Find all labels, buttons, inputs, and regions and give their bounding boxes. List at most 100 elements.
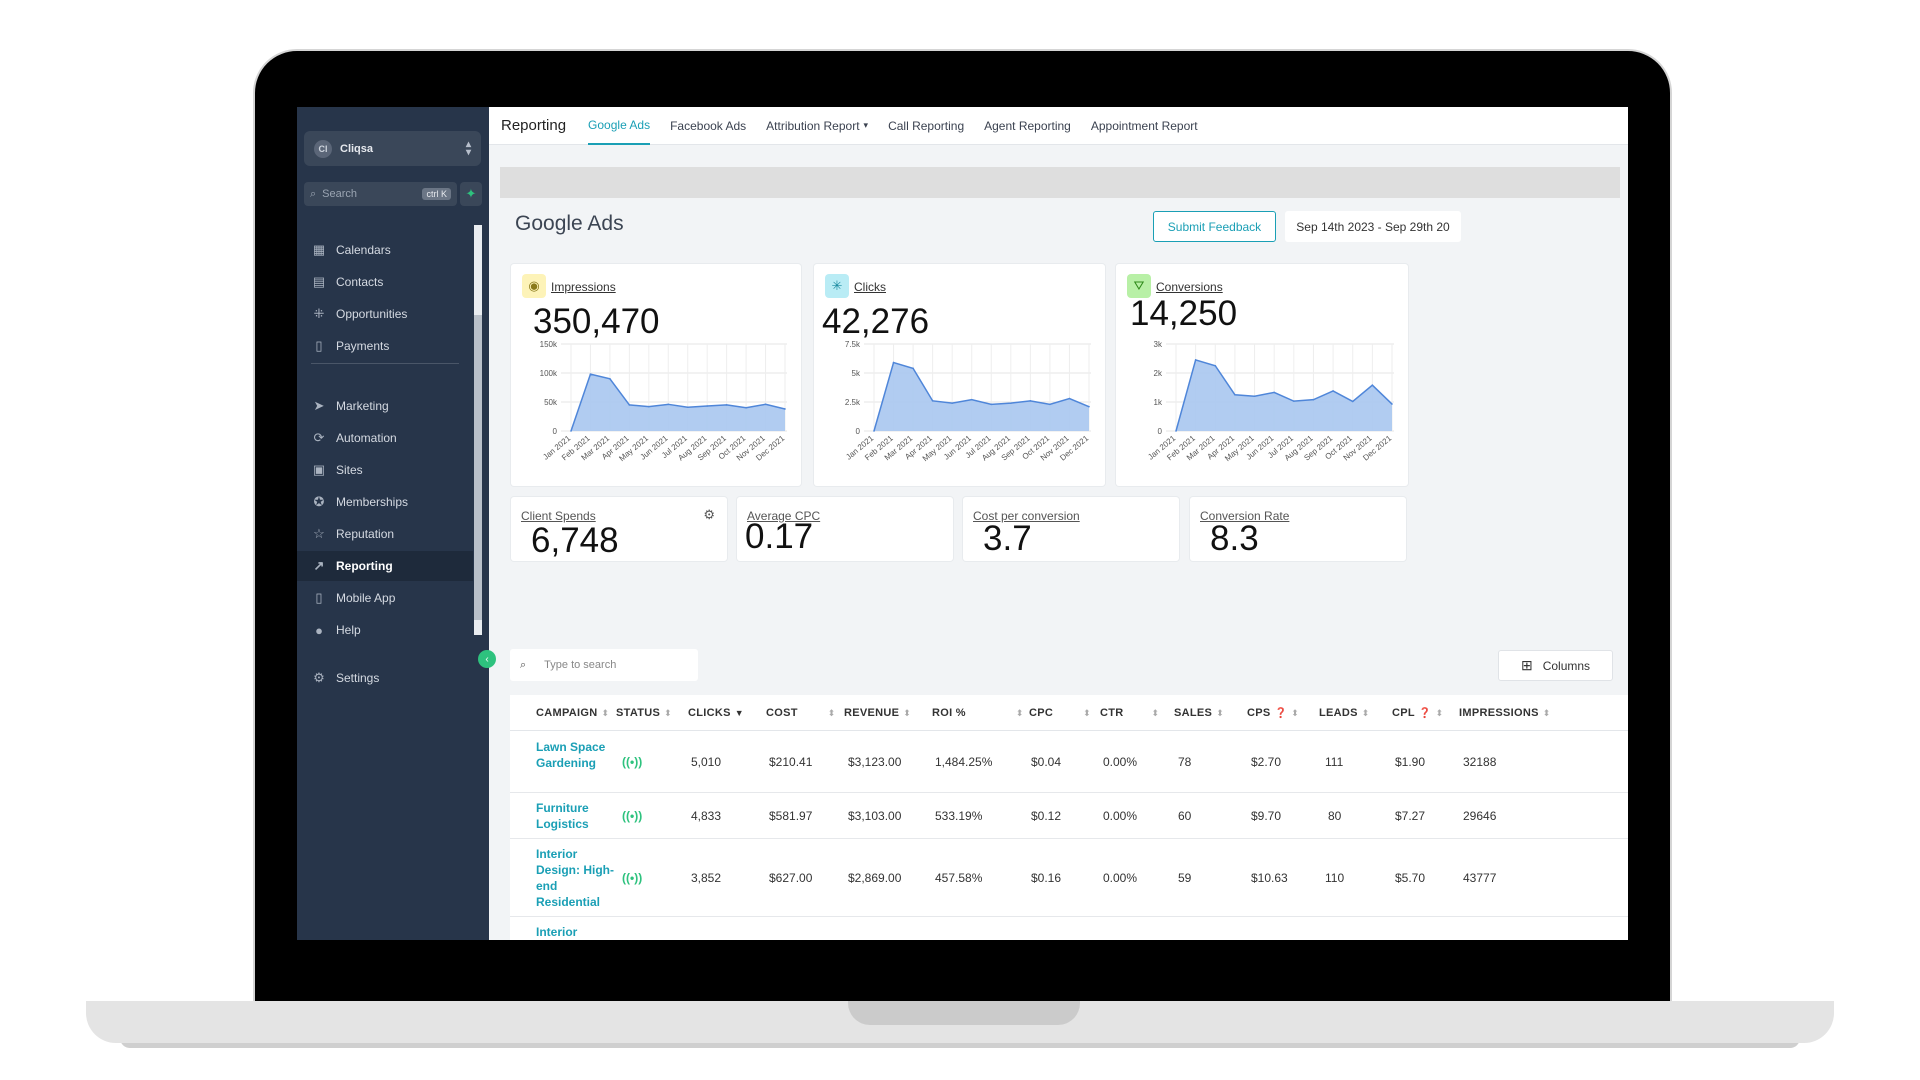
sidebar-item-opportunities[interactable]: ⁜ Opportunities [297, 299, 473, 329]
scrollbar-thumb[interactable] [474, 315, 482, 620]
header-cost[interactable]: COST ⬍ [766, 707, 836, 719]
sort-icon: ⬍ [1291, 708, 1300, 718]
tab-attribution-report[interactable]: Attribution Report ▾ [766, 107, 868, 145]
header-sales[interactable]: SALES ⬍ [1174, 707, 1224, 719]
header-revenue[interactable]: REVENUE ⬍ [844, 707, 911, 719]
sidebar: Cl Cliqsa ▴ ▾ ⌕ Search ctrl K ✦ ▦ Calendar… [297, 107, 489, 940]
table-row[interactable]: Interior [510, 917, 1628, 940]
header-cps[interactable]: CPS ❓ ⬍ [1247, 707, 1299, 719]
series-line [873, 361, 1090, 432]
campaign-link[interactable]: Interior [536, 925, 578, 939]
header-ctr[interactable]: CTR ⬍ [1100, 707, 1159, 719]
sidebar-item-marketing[interactable]: ➤ Marketing [297, 391, 473, 421]
sidebar-item-reporting[interactable]: ↗ Reporting [297, 551, 473, 581]
banner-placeholder [500, 167, 1620, 198]
header-roi[interactable]: ROI % ⬍ [932, 707, 1024, 719]
sidebar-scrollbar[interactable] [474, 225, 482, 635]
tab-appointment-report[interactable]: Appointment Report [1090, 118, 1198, 133]
header-campaign[interactable]: CAMPAIGN ⬍ [536, 707, 609, 719]
sidebar-item-reputation[interactable]: ☆ Reputation [297, 519, 473, 549]
cell-cpl: $7.27 [1395, 809, 1426, 823]
section-title: Reporting [501, 117, 567, 134]
help-icon: ● [315, 622, 323, 638]
header-impressions[interactable]: IMPRESSIONS ⬍ [1459, 707, 1551, 719]
average-cpc-label: Average CPC [747, 509, 821, 523]
data-point [1332, 390, 1334, 392]
header-label: CTR [1100, 707, 1124, 719]
conversions-value: 14,250 [1130, 294, 1238, 333]
clicks-label: Clicks [854, 280, 886, 294]
sort-desc-icon: ▼ [734, 708, 744, 718]
sidebar-item-label: Help [336, 623, 361, 637]
table-row[interactable]: Furniture Logistics ((•)) 4,833 $581.97 … [510, 793, 1628, 839]
data-point [589, 373, 592, 375]
header-cpc[interactable]: CPC ⬍ [1029, 707, 1091, 719]
y-tick-label: 150k [540, 340, 558, 349]
data-point [1010, 402, 1012, 404]
header-cpl[interactable]: CPL ❓ ⬍ [1392, 707, 1444, 719]
header-label: CAMPAIGN [536, 707, 598, 719]
sidebar-item-memberships[interactable]: ✪ Memberships [297, 487, 473, 517]
cell-leads: 111 [1325, 755, 1344, 769]
sidebar-item-label: Payments [336, 339, 390, 353]
header-clicks[interactable]: CLICKS ▼ [688, 707, 744, 719]
tab-facebook-ads[interactable]: Facebook Ads [670, 118, 747, 133]
page-title: Google Ads [515, 212, 624, 235]
cost-per-conversion-value: 3.7 [983, 519, 1032, 558]
header-label: ROI % [932, 707, 966, 719]
payments-icon: ▯ [315, 338, 323, 353]
tab-call-reporting[interactable]: Call Reporting [888, 118, 965, 133]
table-search-input[interactable]: ⌕ Type to search [510, 649, 698, 681]
client-spends-value: 6,748 [531, 521, 619, 560]
table-row[interactable]: Lawn Space Gardening ((•)) 5,010 $210.41… [510, 731, 1628, 793]
campaign-link[interactable]: Lawn Space Gardening [536, 740, 606, 770]
sidebar-item-mobile-app[interactable]: ▯ Mobile App [297, 583, 473, 613]
collapse-sidebar-button[interactable]: ‹ [478, 650, 496, 668]
y-tick-label: 0 [553, 427, 558, 436]
data-point [892, 361, 895, 364]
data-point [745, 407, 747, 409]
data-point [764, 403, 767, 406]
data-point [912, 367, 914, 370]
conversion-rate-card: Conversion Rate 8.3 [1190, 497, 1406, 561]
date-range-picker[interactable]: Sep 14th 2023 - Sep 29th 20 [1285, 211, 1461, 242]
star-icon: ☆ [313, 526, 325, 541]
account-switcher[interactable]: Cl Cliqsa ▴ ▾ [304, 131, 481, 166]
search-input[interactable]: ⌕ Search ctrl K [304, 182, 457, 206]
data-point [628, 404, 631, 406]
campaign-link[interactable]: Furniture Logistics [536, 801, 589, 831]
table-row[interactable]: Interior Design: High-end Residential ((… [510, 839, 1628, 917]
sidebar-item-automation[interactable]: ⟳ Automation [297, 423, 473, 453]
tab-agent-reporting[interactable]: Agent Reporting [984, 118, 1071, 133]
columns-button[interactable]: ⊞ Columns [1498, 650, 1613, 681]
header-label: CPL [1392, 707, 1415, 719]
campaign-link[interactable]: Interior Design: High-end Residential [536, 847, 614, 909]
info-icon[interactable]: ❓ [1418, 708, 1432, 719]
quick-action-button[interactable]: ✦ [460, 182, 482, 206]
header-leads[interactable]: LEADS ⬍ [1319, 707, 1370, 719]
cell-cps: $9.70 [1251, 809, 1282, 823]
header-label: CPS [1247, 707, 1271, 719]
header-label: COST [766, 707, 798, 719]
submit-feedback-button[interactable]: Submit Feedback [1153, 211, 1276, 242]
laptop-base-shadow [120, 1038, 1800, 1048]
gear-icon[interactable]: ⚙ [703, 507, 715, 522]
sidebar-item-contacts[interactable]: ▤ Contacts [297, 267, 473, 297]
area-fill [1176, 359, 1392, 431]
data-point [1194, 359, 1197, 361]
cell-leads: 80 [1328, 809, 1342, 823]
data-point [667, 403, 670, 406]
search-icon: ⌕ [310, 187, 317, 200]
data-point [1371, 384, 1374, 386]
tab-google-ads[interactable]: Google Ads [588, 107, 651, 145]
average-cpc-card: Average CPC 0.17 [737, 497, 953, 561]
cell-sales: 78 [1178, 755, 1192, 769]
sidebar-item-payments[interactable]: ▯ Payments [297, 331, 473, 361]
sidebar-item-help[interactable]: ● Help [297, 615, 473, 645]
sort-icon: ⬍ [827, 708, 836, 718]
sidebar-item-calendars[interactable]: ▦ Calendars [297, 235, 473, 265]
sidebar-item-sites[interactable]: ▣ Sites [297, 455, 473, 485]
info-icon[interactable]: ❓ [1274, 708, 1288, 719]
header-status[interactable]: STATUS ⬍ [616, 707, 672, 719]
sidebar-item-settings[interactable]: ⚙ Settings [297, 663, 473, 693]
